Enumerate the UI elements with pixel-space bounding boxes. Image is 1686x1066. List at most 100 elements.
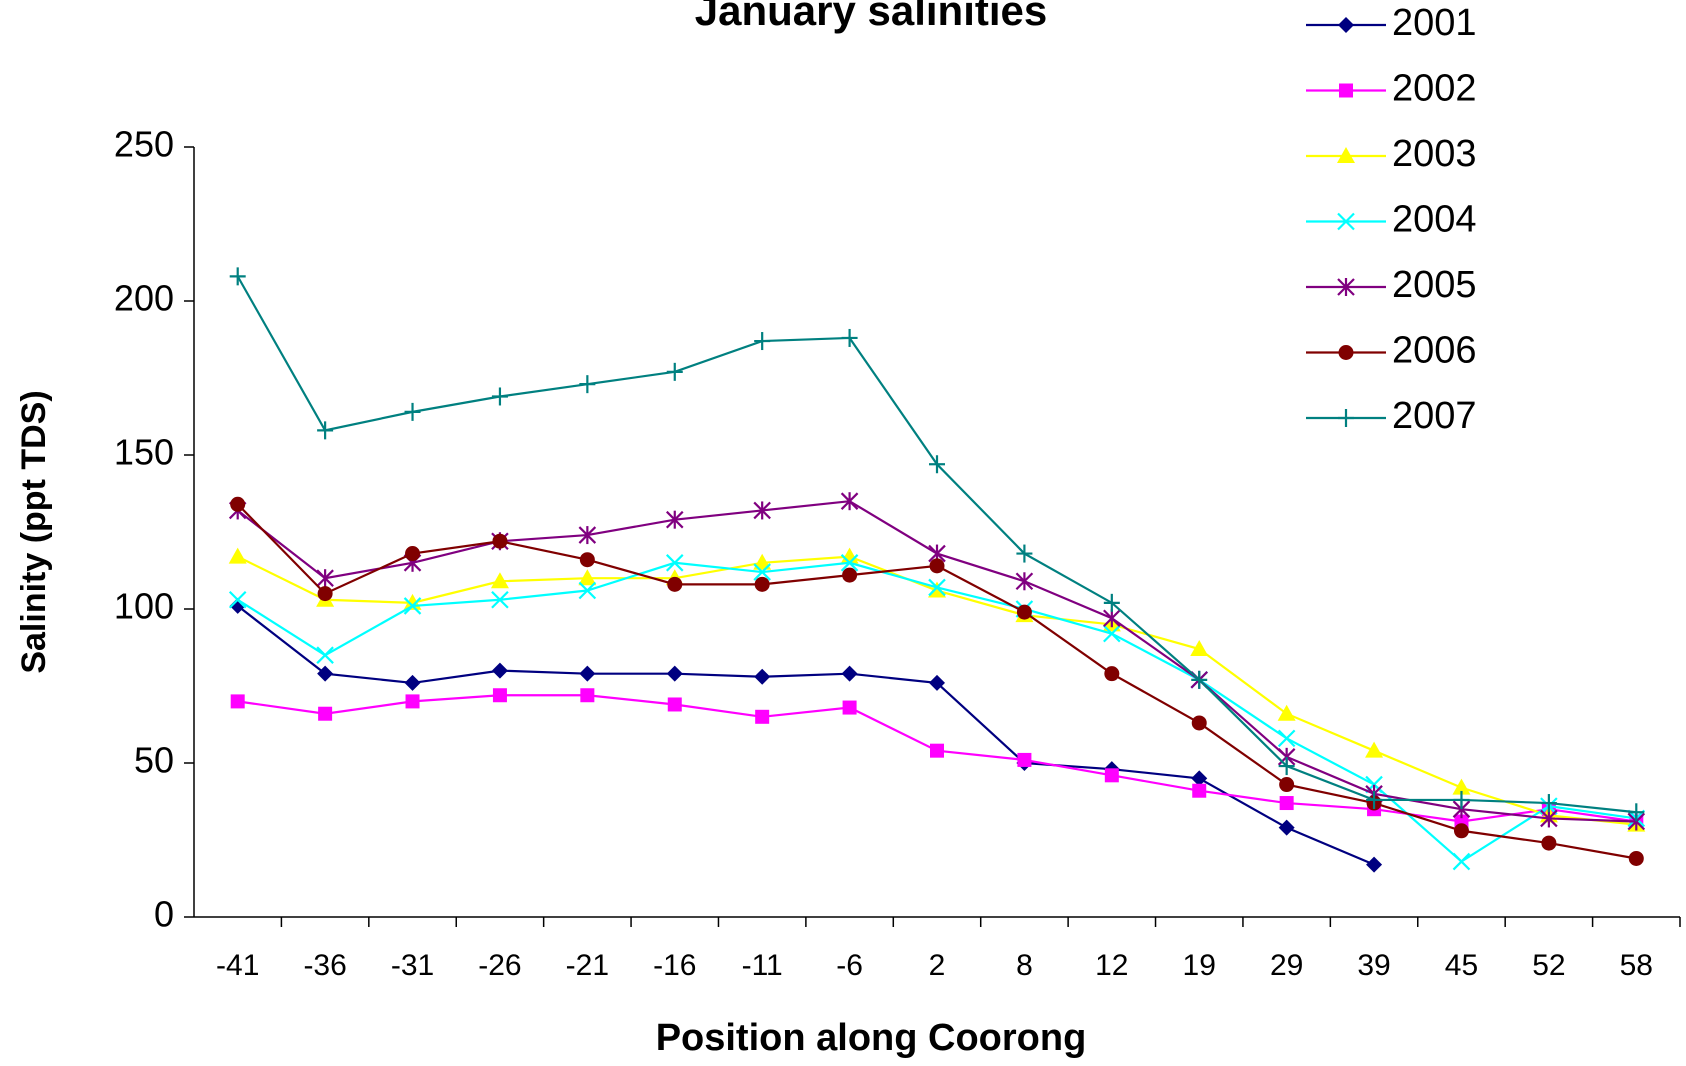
marker: [1016, 544, 1033, 563]
marker: [1191, 770, 1208, 787]
marker-shape: [317, 665, 334, 682]
marker: [1541, 835, 1557, 851]
marker: [665, 510, 684, 529]
marker: [317, 421, 334, 440]
marker: [754, 668, 771, 685]
marker: [842, 567, 858, 583]
marker-shape: [1366, 856, 1383, 873]
marker-shape: [1279, 777, 1295, 793]
x-tick-label: -11: [742, 949, 783, 982]
marker-shape: [842, 700, 857, 715]
marker: [1191, 715, 1207, 731]
marker-shape: [1279, 796, 1294, 811]
marker: [1104, 666, 1120, 682]
marker: [667, 576, 683, 592]
marker: [579, 665, 596, 682]
marker: [929, 674, 945, 691]
x-tick-label: 52: [1532, 949, 1565, 982]
marker-shape: [928, 581, 946, 598]
y-tick-label: 50: [134, 740, 174, 781]
marker: [1190, 640, 1209, 657]
marker: [579, 552, 595, 568]
marker-shape: [1192, 783, 1207, 798]
marker: [667, 697, 682, 712]
marker-shape: [405, 694, 420, 709]
marker: [579, 375, 596, 394]
marker: [1338, 345, 1354, 360]
marker: [1337, 278, 1355, 296]
x-tick-label: -16: [653, 949, 696, 982]
marker: [754, 332, 771, 351]
marker: [1337, 147, 1355, 163]
marker-shape: [665, 554, 684, 572]
marker: [753, 501, 771, 520]
x-tick-label: 12: [1095, 949, 1128, 982]
marker-shape: [1452, 852, 1471, 871]
marker: [404, 402, 421, 421]
marker: [840, 554, 859, 572]
marker: [1628, 850, 1644, 866]
y-tick-label: 250: [114, 124, 174, 165]
x-tick-label: -36: [303, 949, 346, 982]
x-tick-label: -21: [566, 949, 609, 982]
marker: [405, 694, 420, 709]
marker-shape: [318, 706, 333, 721]
marker: [578, 581, 597, 600]
chart-title: January salinities: [695, 0, 1048, 34]
marker-shape: [490, 572, 509, 589]
marker-shape: [1277, 704, 1296, 721]
marker-shape: [1453, 823, 1469, 839]
marker-shape: [1337, 212, 1355, 231]
marker-shape: [1339, 83, 1353, 98]
marker: [666, 362, 683, 381]
marker-shape: [1452, 778, 1471, 795]
marker: [580, 688, 595, 703]
x-tick-label: 29: [1270, 949, 1303, 982]
marker-shape: [1190, 640, 1209, 657]
marker: [840, 492, 859, 511]
marker: [665, 554, 684, 572]
marker-shape: [1365, 741, 1384, 758]
marker-shape: [929, 558, 945, 574]
marker: [930, 743, 944, 758]
legend-label: 2007: [1392, 395, 1477, 437]
marker: [928, 581, 946, 598]
x-tick-label: 8: [1016, 949, 1033, 982]
marker: [1103, 624, 1121, 643]
marker: [1279, 796, 1294, 811]
marker-shape: [228, 547, 247, 564]
legend-label: 2003: [1392, 133, 1477, 175]
marker: [490, 572, 509, 589]
legend-label: 2006: [1392, 330, 1477, 372]
marker: [1192, 783, 1207, 798]
marker: [1015, 572, 1034, 591]
marker: [1191, 670, 1208, 689]
marker: [1278, 757, 1295, 776]
marker-shape: [754, 668, 771, 685]
marker: [578, 526, 597, 545]
marker: [228, 590, 247, 609]
y-axis-label: Salinity (ppt TDS): [15, 390, 53, 673]
marker: [1337, 212, 1355, 231]
marker: [1103, 609, 1121, 628]
marker-shape: [579, 665, 596, 682]
marker-shape: [755, 709, 770, 724]
marker: [316, 569, 334, 588]
y-tick-label: 150: [114, 432, 174, 473]
marker: [928, 578, 946, 597]
marker-shape: [1278, 819, 1295, 836]
marker: [491, 590, 509, 609]
marker-shape: [578, 581, 597, 600]
marker-shape: [1338, 345, 1354, 360]
y-tick-label: 200: [114, 278, 174, 319]
marker-shape: [1191, 715, 1207, 731]
y-tick-label: 100: [114, 586, 174, 627]
marker: [1452, 852, 1471, 871]
marker: [1628, 803, 1645, 822]
series-line: [237, 605, 1375, 866]
legend-label: 2005: [1392, 264, 1477, 306]
marker-shape: [1277, 729, 1296, 748]
x-tick-label: 58: [1620, 949, 1653, 982]
